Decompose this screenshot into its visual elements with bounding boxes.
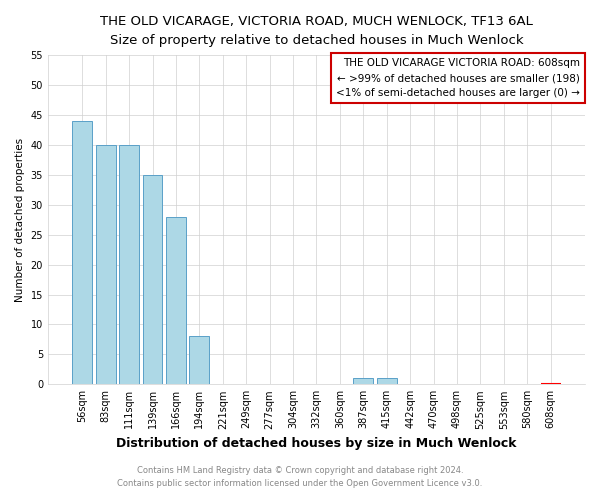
Bar — [166, 216, 186, 384]
Text: THE OLD VICARAGE VICTORIA ROAD: 608sqm
← >99% of detached houses are smaller (19: THE OLD VICARAGE VICTORIA ROAD: 608sqm ←… — [336, 58, 580, 98]
Bar — [377, 378, 397, 384]
X-axis label: Distribution of detached houses by size in Much Wenlock: Distribution of detached houses by size … — [116, 437, 517, 450]
Bar — [353, 378, 373, 384]
Text: Contains HM Land Registry data © Crown copyright and database right 2024.
Contai: Contains HM Land Registry data © Crown c… — [118, 466, 482, 487]
Bar — [96, 145, 116, 384]
Y-axis label: Number of detached properties: Number of detached properties — [15, 138, 25, 302]
Bar — [190, 336, 209, 384]
Bar — [119, 145, 139, 384]
Bar — [73, 121, 92, 384]
Bar — [143, 175, 163, 384]
Title: THE OLD VICARAGE, VICTORIA ROAD, MUCH WENLOCK, TF13 6AL
Size of property relativ: THE OLD VICARAGE, VICTORIA ROAD, MUCH WE… — [100, 15, 533, 47]
